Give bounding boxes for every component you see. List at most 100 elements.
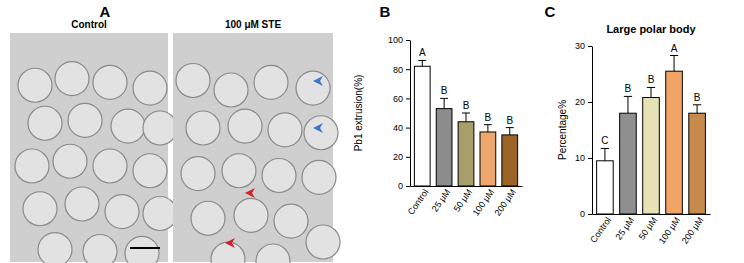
error-bar-cap [624, 96, 632, 97]
x-tick-label: 200 μM [680, 215, 706, 245]
x-tick: 50 μM [637, 214, 660, 242]
x-tick: 50 μM [452, 186, 475, 214]
y-tick: 40 [393, 123, 410, 133]
y-tick-label: 0 [580, 209, 585, 219]
y-tick-mark [588, 102, 592, 103]
error-bar [462, 113, 470, 122]
significance-letter: B [485, 112, 492, 123]
x-axis: Control25 μM50 μM100 μM200 μM [588, 214, 710, 246]
error-bar-stem [487, 125, 488, 132]
oocyte [53, 144, 87, 178]
error-bar-stem [697, 105, 698, 113]
error-bar-cap [601, 148, 609, 149]
error-bar [506, 128, 514, 135]
bar [480, 132, 496, 186]
y-tick-mark [406, 128, 410, 129]
image-label: 100 μM STE [225, 19, 281, 30]
bar [436, 109, 452, 186]
x-tick-label: Control [588, 215, 613, 245]
oocyte [111, 109, 145, 143]
oocyte [214, 73, 248, 107]
oocyte [304, 116, 338, 150]
oocyte [268, 113, 302, 147]
oocyte [65, 187, 99, 221]
x-tick: 25 μM [430, 186, 453, 214]
panel-label: B [380, 3, 391, 20]
x-tick-label: 100 μM [471, 187, 497, 217]
micrograph [10, 33, 177, 263]
significance-letter: B [648, 74, 655, 85]
x-tick-label: 50 μM [452, 187, 475, 213]
oocyte [143, 111, 177, 145]
bar [689, 113, 706, 214]
oocyte [181, 157, 215, 191]
error-bar-stem [604, 148, 605, 160]
arrowhead [313, 76, 323, 86]
error-bar [647, 87, 655, 97]
y-tick-label: 30 [575, 41, 585, 51]
y-axis: 0102030 [575, 41, 593, 219]
oocyte [186, 111, 220, 145]
significance-letter: B [506, 115, 513, 126]
y-tick-mark [588, 158, 592, 159]
error-bar-cap [440, 98, 448, 99]
bar [502, 135, 518, 186]
oocyte [15, 149, 49, 183]
oocyte [254, 65, 288, 99]
y-tick: 30 [575, 41, 592, 51]
bar [597, 161, 614, 214]
error-bar-cap [462, 113, 470, 114]
error-bar-stem [651, 87, 652, 97]
oocyte [133, 154, 167, 188]
y-axis-line [410, 41, 411, 187]
y-tick: 0 [398, 181, 410, 191]
y-tick: 100 [388, 35, 410, 45]
x-tick: 200 μM [680, 214, 706, 246]
error-bar-cap [418, 60, 426, 61]
y-tick: 10 [575, 153, 592, 163]
oocyte [125, 236, 159, 263]
oocyte [93, 65, 127, 99]
y-tick-mark [406, 98, 410, 99]
oocyte [222, 154, 256, 188]
arrowhead [225, 238, 235, 248]
y-tick-mark [406, 69, 410, 70]
y-axis: 0 20 40 60 80 100 [388, 35, 411, 191]
oocyte [262, 159, 296, 193]
plot-area [414, 60, 517, 186]
x-tick-label: 50 μM [637, 215, 660, 241]
error-bar-cap [506, 127, 514, 128]
micrograph-background [173, 33, 333, 262]
oocyte [133, 71, 167, 105]
y-axis-title: Pb1 extrusion(%) [353, 75, 364, 152]
error-bar-cap [647, 87, 655, 88]
significance-letter: A [419, 47, 426, 58]
scale-bar [130, 247, 160, 249]
oocyte [302, 160, 336, 194]
y-tick-mark [406, 186, 410, 187]
y-tick: 20 [393, 152, 410, 162]
y-tick: 80 [393, 65, 410, 75]
y-tick-label: 60 [393, 94, 403, 104]
y-tick-label: 80 [393, 65, 403, 75]
oocyte [191, 201, 225, 235]
arrowhead [245, 188, 255, 198]
significance-letter: B [441, 85, 448, 96]
y-tick: 0 [580, 209, 592, 219]
y-tick-label: 40 [393, 123, 403, 133]
significance-letter: B [694, 92, 701, 103]
oocyte [28, 106, 62, 140]
y-tick-mark [588, 214, 592, 215]
error-bar-stem [509, 128, 510, 135]
significance-letter: C [601, 135, 608, 146]
error-bar [693, 105, 701, 113]
error-bar-stem [422, 60, 423, 66]
error-bar-stem [674, 56, 675, 72]
x-axis-line [411, 186, 523, 187]
micrograph-background [10, 33, 168, 262]
oocyte [93, 149, 127, 183]
x-axis: Control25 μM50 μM100 μM200 μM [406, 186, 523, 218]
y-tick-label: 0 [398, 181, 403, 191]
oocyte [306, 225, 340, 259]
micrograph [173, 33, 340, 263]
